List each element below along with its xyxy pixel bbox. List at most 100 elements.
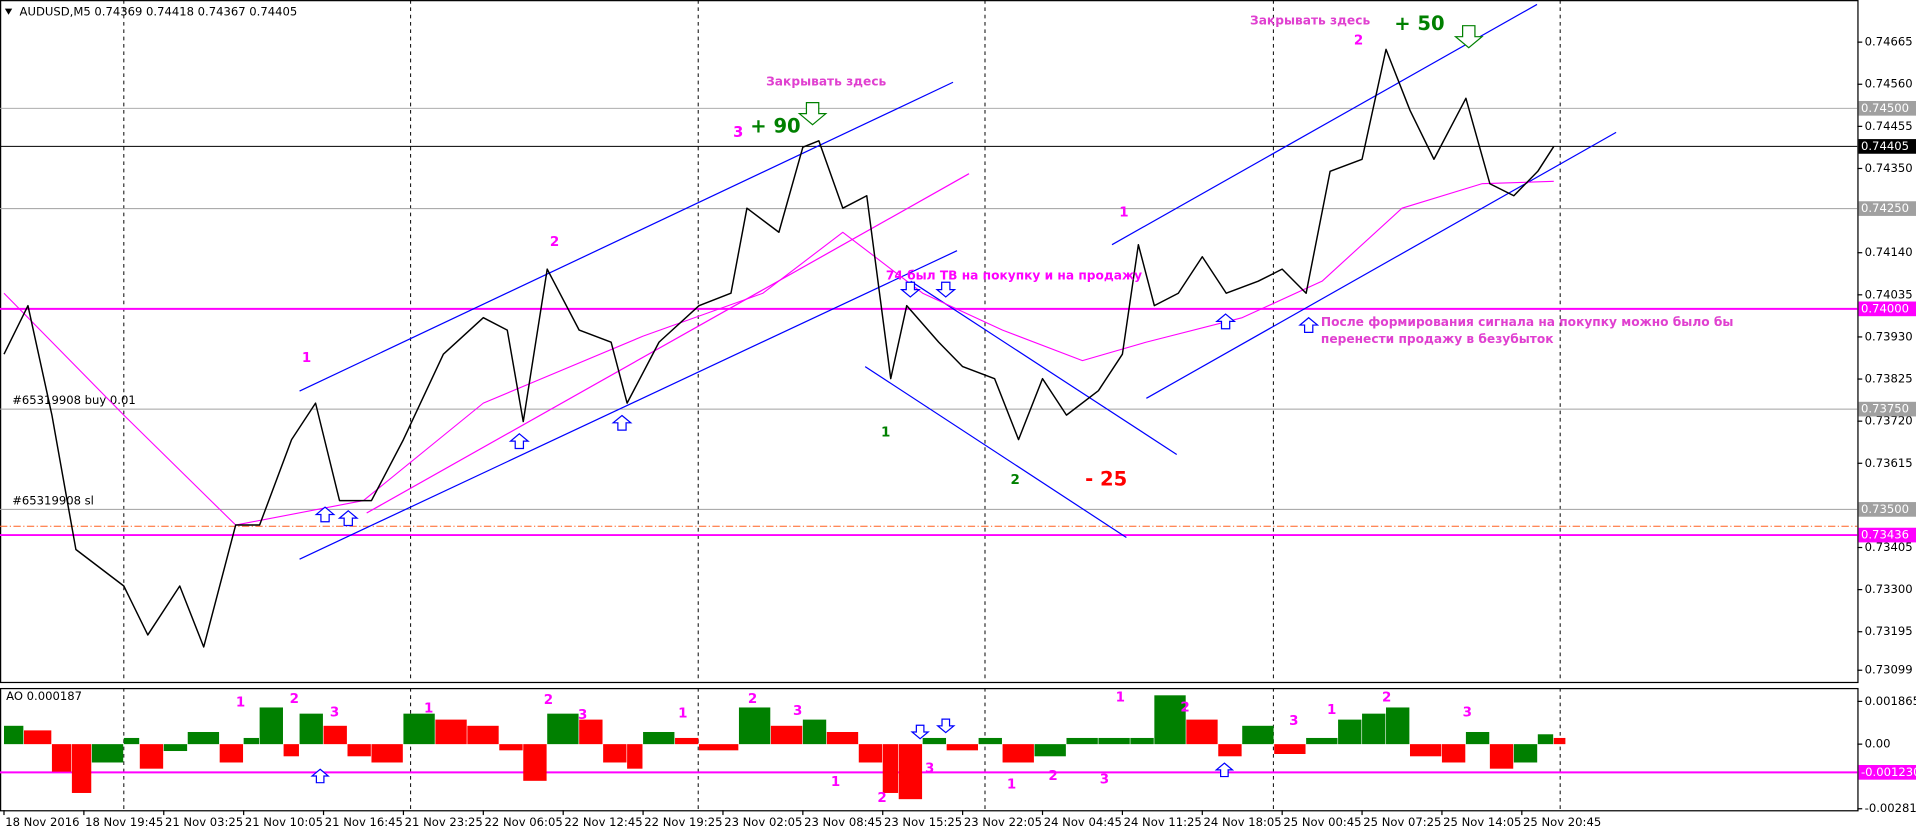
trendline (1146, 131, 1617, 399)
ao-bar (139, 744, 164, 769)
ao-bar (826, 731, 859, 745)
ao-bar (1274, 744, 1306, 755)
ao-plot (0, 687, 1858, 811)
signal-arrow (910, 724, 930, 740)
ao-bar (347, 744, 371, 757)
x-tick-label: 23 Nov 08:45 (804, 815, 882, 829)
y-tick-label: 0.73930 (1865, 329, 1913, 343)
ao-bar (858, 744, 883, 763)
signal-arrow (314, 506, 336, 523)
ao-bar (91, 744, 124, 763)
ao-bar (1489, 744, 1514, 769)
y-tick-label: 0.74455 (1865, 119, 1913, 133)
ao-annotation: 3 (330, 705, 339, 720)
ao-bar (1066, 737, 1098, 745)
y-tick-label: 0.73825 (1865, 372, 1913, 386)
ao-annotation: 2 (877, 791, 886, 806)
trendline (864, 366, 1127, 538)
ao-bar (163, 744, 188, 752)
ao-bar (770, 725, 803, 745)
trendline (366, 173, 970, 514)
ao-annotation: 3 (1463, 705, 1472, 720)
ao-annotation: 2 (1382, 691, 1391, 706)
x-tick-label: 23 Nov 02:05 (724, 815, 802, 829)
ao-bar (1386, 707, 1410, 745)
level-label: 0.73750 (1861, 402, 1909, 416)
ao-bar (675, 737, 699, 745)
signal-arrow (310, 768, 330, 784)
x-tick-label: 21 Nov 10:05 (245, 815, 323, 829)
trendline (299, 81, 954, 392)
y-tick-label: 0.73099 (1865, 663, 1913, 677)
annotation: 1 (1119, 206, 1128, 221)
ao-bar (978, 737, 1002, 745)
ao-title: AO 0.000187 (6, 689, 82, 703)
ao-bar (51, 744, 72, 772)
x-tick-label: 22 Nov 19:25 (644, 815, 722, 829)
ao-annotation: 1 (678, 707, 687, 722)
y-tick-label: 0.74350 (1865, 161, 1913, 175)
ao-bar (1186, 719, 1218, 745)
annotation: После формирования сигнала на покупку мо… (1321, 315, 1734, 329)
ao-bar (219, 744, 244, 763)
ao-bar (643, 731, 675, 745)
ao-bar (23, 730, 52, 745)
annotation: - 25 (1085, 468, 1127, 491)
ao-bar (3, 725, 24, 745)
y-tick-label: 0.73720 (1865, 414, 1913, 428)
ao-annotation: 2 (544, 693, 553, 708)
x-tick-label: 25 Nov 00:45 (1283, 815, 1361, 829)
ao-bar (1465, 731, 1490, 745)
y-tick-label: 0.74560 (1865, 77, 1913, 91)
order-label: #65319908 sl (12, 493, 94, 507)
price-line (3, 48, 1555, 648)
annotation: перенести продажу в безубыток (1321, 332, 1554, 346)
y-tick-label: 0.73195 (1865, 624, 1913, 638)
y-tick-label: 0.00 (1865, 737, 1891, 751)
y-tick-label: 0.73405 (1865, 540, 1913, 554)
ao-bar (882, 744, 899, 793)
ao-bar (946, 744, 978, 751)
ao-bar (243, 737, 260, 745)
ao-bar (699, 744, 739, 751)
ao-bar (71, 744, 92, 793)
ao-bar (283, 744, 299, 757)
signal-arrow (1215, 313, 1237, 330)
signal-arrow (797, 102, 828, 126)
trendline (299, 250, 958, 560)
x-tick-label: 21 Nov 03:25 (165, 815, 243, 829)
annotation: Закрывать здесь (1250, 13, 1370, 27)
ao-bar (1362, 713, 1386, 745)
signal-arrow (936, 718, 956, 734)
ao-bar (1537, 734, 1554, 745)
level-box (1858, 201, 1916, 216)
ao-bar (435, 719, 467, 745)
annotation: 1 (302, 351, 311, 366)
ao-bar (738, 707, 771, 745)
ao-bar (403, 713, 435, 745)
level-box (1858, 301, 1916, 317)
ao-bar (627, 744, 643, 769)
main-plot: #65319908 buy 0.01 #65319908 sl Закрывать … (0, 0, 1858, 682)
x-tick-label: 21 Nov 16:45 (325, 815, 403, 829)
signal-arrow (899, 281, 921, 298)
x-tick-label: 23 Nov 22:05 (964, 815, 1042, 829)
ao-annotation: 3 (925, 762, 934, 777)
ao-annotation: 3 (793, 704, 802, 719)
ao-bar (1002, 744, 1034, 763)
ao-annotation: 2 (1048, 769, 1057, 784)
level-box (1858, 527, 1916, 543)
y-tick-label: 0.74035 (1865, 287, 1913, 301)
signal-arrow (611, 414, 633, 431)
ao-bar (323, 725, 347, 745)
ao-bar (1130, 737, 1154, 745)
level-label: 0.74500 (1861, 101, 1909, 115)
x-tick-label: 22 Nov 12:45 (564, 815, 642, 829)
ao-bar (1098, 737, 1130, 745)
ao-bar (547, 713, 579, 745)
ao-frame (0, 687, 1859, 812)
ao-bar (1513, 744, 1538, 763)
ao-annotation: 1 (1327, 703, 1336, 718)
level-label: 0.74000 (1861, 301, 1909, 315)
